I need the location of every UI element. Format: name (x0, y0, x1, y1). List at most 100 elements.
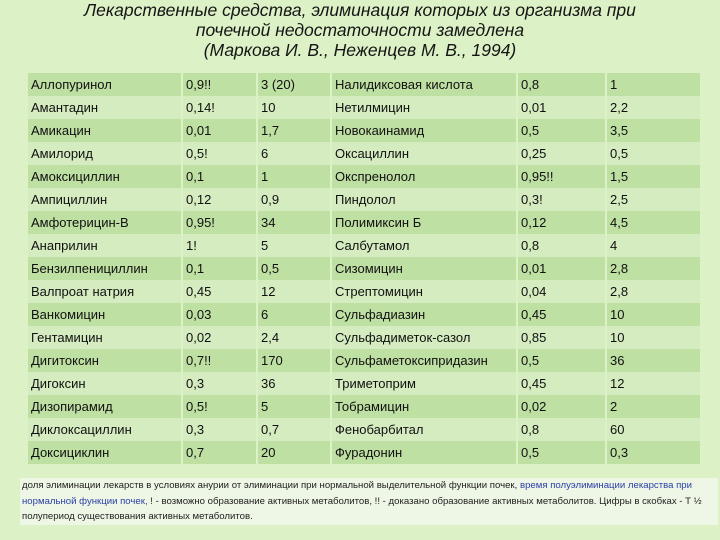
table-row: Амфотерицин-В 0,95! 34 Полимиксин Б 0,12 4,5 (28, 211, 700, 234)
half-life-cell: 5 (256, 395, 331, 418)
anuria-fraction-cell: 0,85 (516, 326, 606, 349)
anuria-fraction-cell: 0,3! (516, 188, 606, 211)
table-row: Дизопирамид 0,5! 5 Тобрамицин 0,02 2 (28, 395, 700, 418)
drug-name-cell: Амоксициллин (28, 165, 182, 188)
drug-name-cell: Анаприлин (28, 234, 182, 257)
half-life-cell: 12 (605, 372, 700, 395)
anuria-fraction-cell: 0,14! (181, 96, 257, 119)
anuria-fraction-cell: 0,1 (181, 257, 257, 280)
drug-name-cell: Сизомицин (330, 257, 517, 280)
anuria-fraction-cell: 0,01 (516, 257, 606, 280)
anuria-fraction-cell: 0,5 (516, 349, 606, 372)
half-life-cell: 3 (20) (256, 73, 331, 96)
half-life-cell: 2,8 (605, 280, 700, 303)
table-row: Диклоксациллин 0,3 0,7 Фенобарбитал 0,8 60 (28, 418, 700, 441)
drug-name-cell: Амикацин (28, 119, 182, 142)
half-life-cell: 20 (256, 441, 331, 464)
drug-name-cell: Ампициллин (28, 188, 182, 211)
drug-name-cell: Окспренолол (330, 165, 517, 188)
half-life-cell: 1,5 (605, 165, 700, 188)
anuria-fraction-cell: 0,5! (181, 142, 257, 165)
half-life-cell: 2,5 (605, 188, 700, 211)
half-life-cell: 0,5 (605, 142, 700, 165)
footnote-part3: ! - возможно образование активных метабо… (22, 495, 702, 523)
title-line: Лекарственные средства, элиминация котор… (84, 0, 636, 20)
half-life-cell: 10 (605, 326, 700, 349)
half-life-cell: 34 (256, 211, 331, 234)
drug-name-cell: Аллопуринол (28, 73, 182, 96)
half-life-cell: 1,7 (256, 119, 331, 142)
anuria-fraction-cell: 0,45 (516, 372, 606, 395)
half-life-cell: 0,7 (256, 418, 331, 441)
drug-name-cell: Тобрамицин (330, 395, 517, 418)
table-row: Доксициклин 0,7 20 Фурадонин 0,5 0,3 (28, 441, 700, 464)
title-line: (Маркова И. В., Неженцев М. В., 1994) (203, 40, 517, 60)
table-row: Аллопуринол 0,9!! 3 (20) Налидиксовая кисло… (28, 73, 700, 96)
drug-name-cell: Нетилмицин (330, 96, 517, 119)
half-life-cell: 3,5 (605, 119, 700, 142)
anuria-fraction-cell: 0,3 (181, 418, 257, 441)
half-life-cell: 1 (605, 73, 700, 96)
drug-name-cell: Оксациллин (330, 142, 517, 165)
half-life-cell: 0,5 (256, 257, 331, 280)
half-life-cell: 1 (256, 165, 331, 188)
table-row: Дигитоксин 0,7!! 170 Сульфаметоксипридазин 0… (28, 349, 700, 372)
anuria-fraction-cell: 0,45 (516, 303, 606, 326)
anuria-fraction-cell: 0,12 (516, 211, 606, 234)
drug-name-cell: Фенобарбитал (330, 418, 517, 441)
half-life-cell: 4,5 (605, 211, 700, 234)
drug-name-cell: Дизопирамид (28, 395, 182, 418)
anuria-fraction-cell: 0,45 (181, 280, 257, 303)
drug-name-cell: Бензилпенициллин (28, 257, 182, 280)
anuria-fraction-cell: 0,02 (181, 326, 257, 349)
half-life-cell: 60 (605, 418, 700, 441)
table-row: Бензилпенициллин 0,1 0,5 Сизомицин 0,01 2,8 (28, 257, 700, 280)
half-life-cell: 4 (605, 234, 700, 257)
drug-table-body: Аллопуринол 0,9!! 3 (20) Налидиксовая кисло… (28, 73, 700, 464)
table-row: Амикацин 0,01 1,7 Новокаинамид 0,5 3,5 (28, 119, 700, 142)
drug-name-cell: Сульфадиазин (330, 303, 517, 326)
table-row: Амантадин 0,14! 10 Нетилмицин 0,01 2,2 (28, 96, 700, 119)
drug-table: Аллопуринол 0,9!! 3 (20) Налидиксовая кисло… (28, 73, 700, 464)
anuria-fraction-cell: 0,01 (516, 96, 606, 119)
table-row: Гентамицин 0,02 2,4 Сульфадиметок-сазол 0,85… (28, 326, 700, 349)
half-life-cell: 36 (605, 349, 700, 372)
anuria-fraction-cell: 0,02 (516, 395, 606, 418)
half-life-cell: 6 (256, 142, 331, 165)
drug-name-cell: Сульфаметоксипридазин (330, 349, 517, 372)
anuria-fraction-cell: 0,7 (181, 441, 257, 464)
footnote-part1: доля элиминации лекарств в условиях анур… (22, 480, 520, 491)
anuria-fraction-cell: 0,04 (516, 280, 606, 303)
drug-name-cell: Полимиксин Б (330, 211, 517, 234)
half-life-cell: 2,2 (605, 96, 700, 119)
title-line: почечной недостаточности замедлена (195, 20, 525, 40)
anuria-fraction-cell: 0,5! (181, 395, 257, 418)
half-life-cell: 5 (256, 234, 331, 257)
footnote-half-life: время полуэлиминации лекарства при норма… (22, 480, 692, 507)
half-life-cell: 2,4 (256, 326, 331, 349)
drug-name-cell: Гентамицин (28, 326, 182, 349)
drug-name-cell: Амфотерицин-В (28, 211, 182, 234)
drug-name-cell: Стрептомицин (330, 280, 517, 303)
drug-name-cell: Амантадин (28, 96, 182, 119)
footnote: доля элиминации лекарств в условиях анур… (20, 478, 718, 525)
drug-name-cell: Доксициклин (28, 441, 182, 464)
table-row: Валпроат натрия 0,45 12 Стрептомицин 0,04 2,8 (28, 280, 700, 303)
drug-name-cell: Триметоприм (330, 372, 517, 395)
drug-name-cell: Валпроат натрия (28, 280, 182, 303)
half-life-cell: 0,9 (256, 188, 331, 211)
table-row: Амилорид 0,5! 6 Оксациллин 0,25 0,5 (28, 142, 700, 165)
drug-name-cell: Сульфадиметок-сазол (330, 326, 517, 349)
anuria-fraction-cell: 0,8 (516, 234, 606, 257)
half-life-cell: 0,3 (605, 441, 700, 464)
anuria-fraction-cell: 0,12 (181, 188, 257, 211)
page-title: Лекарственные средства, элиминация котор… (20, 0, 700, 60)
anuria-fraction-cell: 0,03 (181, 303, 257, 326)
anuria-fraction-cell: 0,1 (181, 165, 257, 188)
drug-name-cell: Пиндолол (330, 188, 517, 211)
drug-name-cell: Ванкомицин (28, 303, 182, 326)
half-life-cell: 6 (256, 303, 331, 326)
anuria-fraction-cell: 0,8 (516, 418, 606, 441)
drug-name-cell: Диклоксациллин (28, 418, 182, 441)
table-row: Анаприлин 1! 5 Салбутамол 0,8 4 (28, 234, 700, 257)
